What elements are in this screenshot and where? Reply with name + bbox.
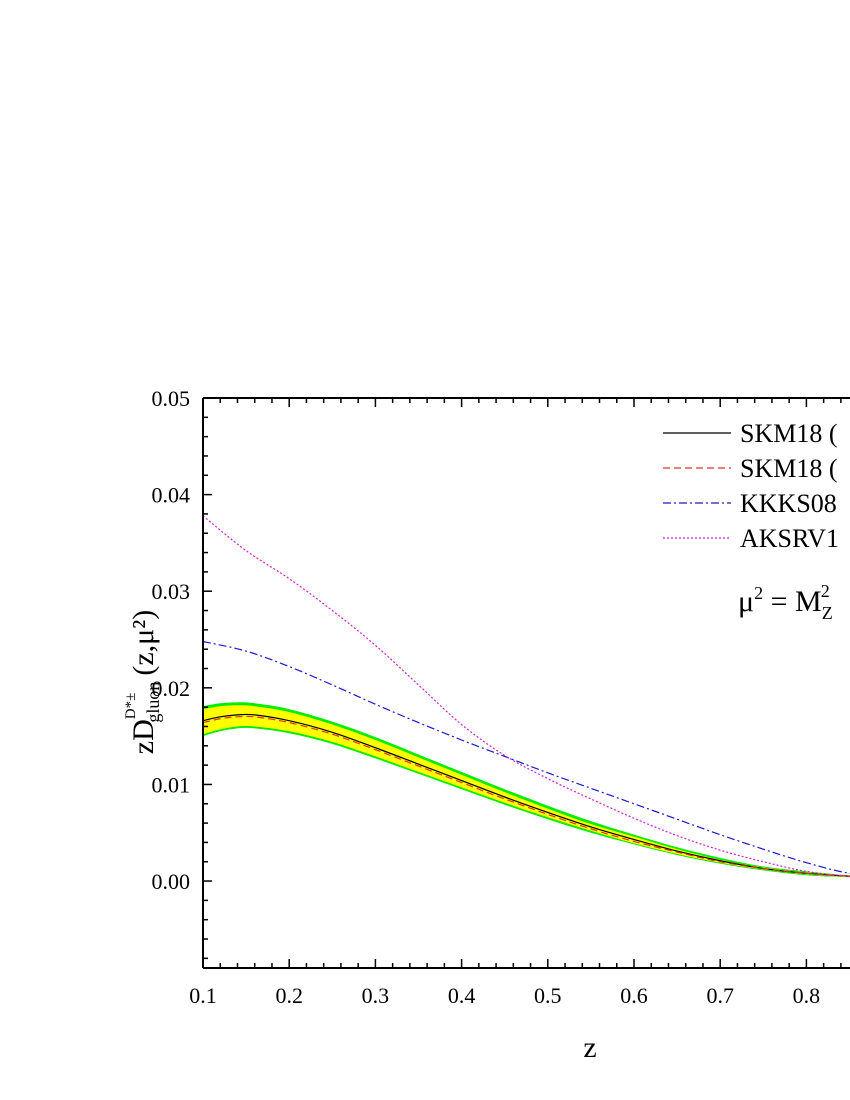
y-tick-label: 0.03 [152,579,191,604]
y-tick-label: 0.00 [152,869,191,894]
x-tick-label: 0.2 [275,983,303,1008]
annotation-sup1: 2 [754,583,763,603]
annotation-sup2: 2 [821,581,830,601]
legend-label-0: SKM18 ( [740,419,838,448]
y-axis-label: zDD*± gluon (z,μ²) [123,610,163,754]
series-lines [203,515,850,877]
legend-label-3: AKSRV1 [740,524,839,553]
x-tick-label: 0.8 [793,983,821,1008]
y-tick-label: 0.02 [152,676,191,701]
y-tick-label: 0.05 [152,386,191,411]
y-tick-label: 0.01 [152,772,191,797]
error-bands [203,702,850,878]
y-axis-label-superscript: D*± [123,693,139,720]
scale-annotation: μ2 = MZ2 [738,581,833,623]
y-axis-label-subscript: gluon [143,682,163,723]
series-line-1 [203,715,850,877]
x-tick-label: 0.6 [620,983,648,1008]
x-tick-label: 0.1 [189,983,217,1008]
y-axis-label-suffix: (z,μ²) [127,610,160,676]
series-line-2 [203,640,850,875]
y-axis-label-prefix: zD [127,719,160,754]
series-line-3 [203,515,850,877]
legend-label-1: SKM18 ( [740,454,838,483]
axis-ticks: 0.1 0.2 0.3 0.4 0.5 0.6 0.7 0.8 0.00 0.01 0.02 0.03… [152,386,842,1008]
y-tick-label: 0.04 [152,483,191,508]
x-tick-label: 0.3 [362,983,390,1008]
annotation-base: μ [738,585,754,618]
x-tick-label: 0.4 [448,983,476,1008]
annotation-sub: Z [822,603,833,623]
series-line-0 [203,713,850,877]
x-tick-label: 0.7 [706,983,734,1008]
annotation-eq: = M [763,585,822,618]
plot-frame [202,397,850,969]
x-axis-label: z [583,1031,596,1064]
legend: SKM18 ( SKM18 ( KKKS08 AKSRV1 [663,419,839,553]
uncertainty-band-1 [203,705,850,878]
legend-label-2: KKKS08 [740,489,837,518]
x-tick-label: 0.5 [534,983,562,1008]
